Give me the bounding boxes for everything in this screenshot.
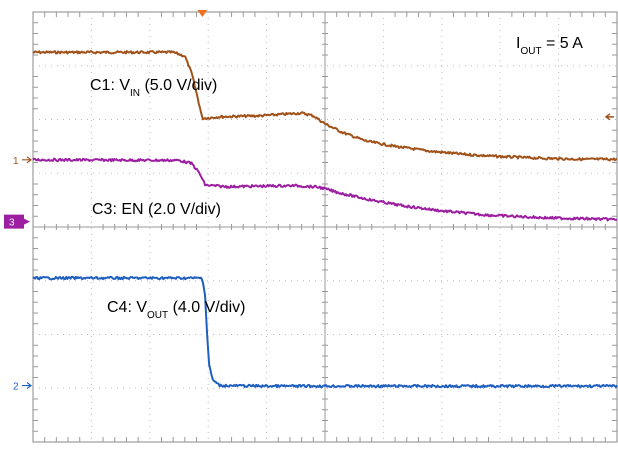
current-annotation: IOUT = 5 A <box>516 35 583 57</box>
channel-marker-box <box>4 214 24 229</box>
series-label-vin: C1: VIN (5.0 V/div) <box>90 77 217 99</box>
channel-marker-2: 2 <box>13 382 32 393</box>
channel-marker-arrow <box>22 382 32 390</box>
channel-marker-3: 3 <box>4 214 30 229</box>
channel-marker-arrow <box>24 218 30 225</box>
trigger-level-marker <box>604 113 614 121</box>
channel-marker-arrow <box>22 156 32 164</box>
traces <box>32 50 618 389</box>
channel-marker-label: 2 <box>13 382 19 393</box>
trigger-time-marker <box>197 10 208 17</box>
series-label-vout: C4: VOUT (4.0 V/div) <box>107 299 245 321</box>
series-line-2 <box>32 275 618 389</box>
channel-markers: 1 3 2 <box>4 10 614 393</box>
series-line-1 <box>32 157 618 222</box>
channel-marker-label: 1 <box>13 156 19 167</box>
series-label-en: C3: EN (2.0 V/div) <box>92 201 221 218</box>
channel-marker-label: 3 <box>9 218 15 229</box>
series-line-0 <box>32 50 618 162</box>
trace-labels: IOUT = 5 A C1: VIN (5.0 V/div) C3: EN (2… <box>90 35 583 321</box>
channel-marker-1: 1 <box>13 156 32 167</box>
graticule <box>32 11 618 443</box>
